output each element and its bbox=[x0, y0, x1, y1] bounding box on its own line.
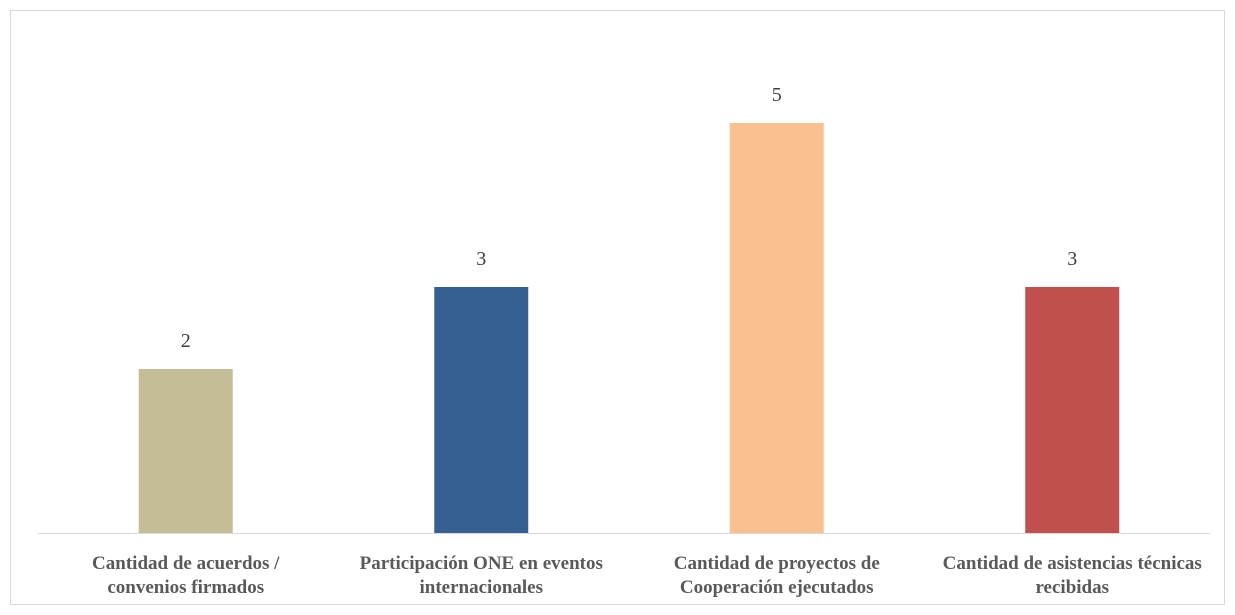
x-tick-label: Participación ONE en eventos internacion… bbox=[359, 553, 603, 598]
bar bbox=[1025, 287, 1120, 533]
bar bbox=[434, 287, 529, 533]
data-label: 2 bbox=[181, 330, 191, 352]
chart-border bbox=[10, 10, 1225, 605]
x-tick-label: Cantidad de proyectos de Cooperación eje… bbox=[673, 553, 880, 598]
data-label: 5 bbox=[772, 84, 782, 106]
data-label: 3 bbox=[1067, 248, 1077, 270]
x-tick-label: Cantidad de acuerdos / convenios firmado… bbox=[92, 553, 280, 598]
data-label: 3 bbox=[476, 248, 486, 270]
bar bbox=[138, 369, 233, 533]
bar bbox=[729, 123, 824, 533]
x-tick-label: Cantidad de asistencias técnicas recibid… bbox=[942, 553, 1202, 598]
